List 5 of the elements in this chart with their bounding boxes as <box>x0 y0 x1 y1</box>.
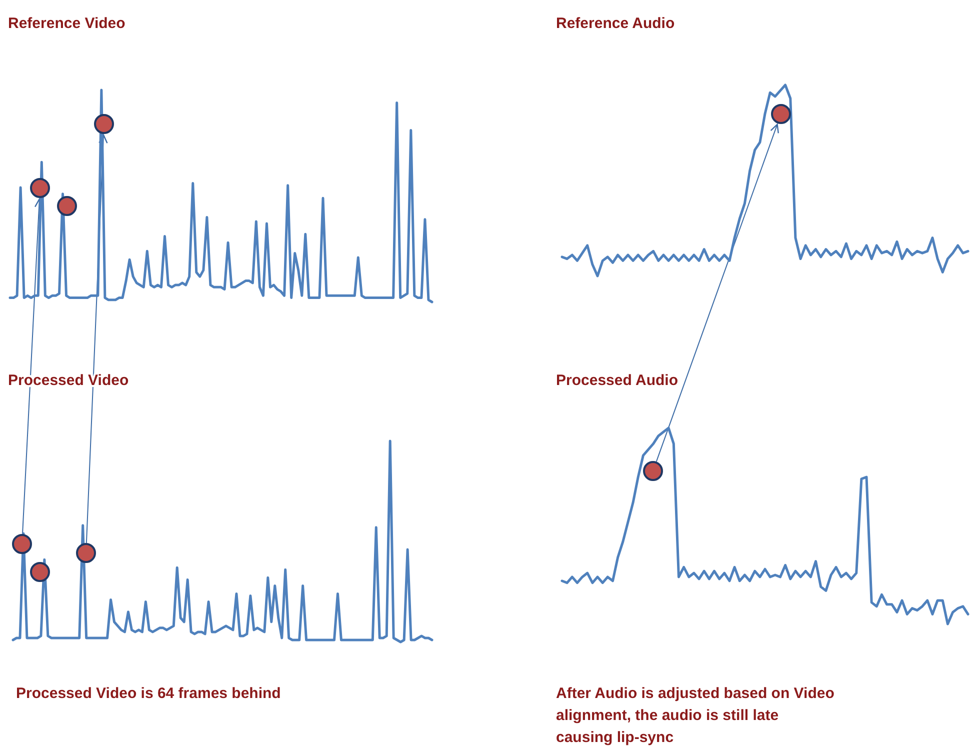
chart-title: Processed Audio <box>556 372 678 389</box>
text: Processed Video is 64 frames behind <box>16 685 281 702</box>
text: After Audio is adjusted based on Video alignment, the audio is still late causing lip-sync <box>556 685 834 746</box>
chart-title: Reference Video <box>8 15 126 32</box>
chart-title: Reference Audio <box>556 15 675 32</box>
